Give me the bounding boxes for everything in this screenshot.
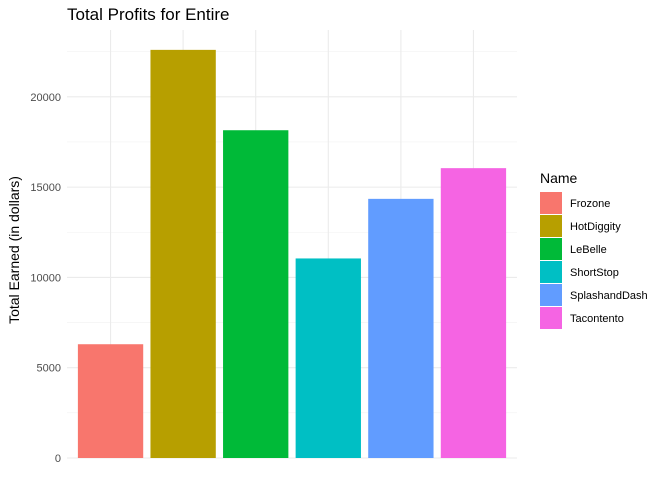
legend-label: LeBelle bbox=[570, 244, 607, 256]
legend-key bbox=[540, 261, 562, 283]
legend-key bbox=[540, 307, 562, 329]
legend-key bbox=[540, 284, 562, 306]
bar bbox=[368, 198, 434, 458]
legend-title: Name bbox=[540, 170, 578, 186]
bars-layer bbox=[77, 49, 507, 458]
legend-label: Frozone bbox=[570, 198, 610, 210]
legend: Name Frozone HotDiggity LeBelle ShortStop Sp… bbox=[540, 170, 648, 329]
y-axis-ticks: 0 5000 10000 15000 20000 bbox=[30, 92, 61, 465]
bar bbox=[440, 168, 507, 458]
legend-label: SplashandDash bbox=[570, 290, 648, 302]
bar bbox=[77, 344, 144, 458]
y-tick-label: 20000 bbox=[30, 92, 61, 104]
legend-label: HotDiggity bbox=[570, 221, 621, 233]
chart-title: Total Profits for Entire bbox=[67, 5, 230, 24]
y-axis-title: Total Earned (in dollars) bbox=[6, 176, 22, 324]
legend-label: Tacontento bbox=[570, 313, 624, 325]
y-tick-label: 15000 bbox=[30, 182, 61, 194]
legend-label: ShortStop bbox=[570, 267, 619, 279]
legend-key bbox=[540, 238, 562, 260]
y-tick-label: 0 bbox=[55, 453, 61, 465]
y-tick-label: 5000 bbox=[37, 363, 61, 375]
legend-key bbox=[540, 192, 562, 214]
bar bbox=[295, 258, 361, 458]
y-tick-label: 10000 bbox=[30, 272, 61, 284]
legend-key bbox=[540, 215, 562, 237]
bar bbox=[223, 130, 289, 458]
bar bbox=[150, 49, 216, 458]
